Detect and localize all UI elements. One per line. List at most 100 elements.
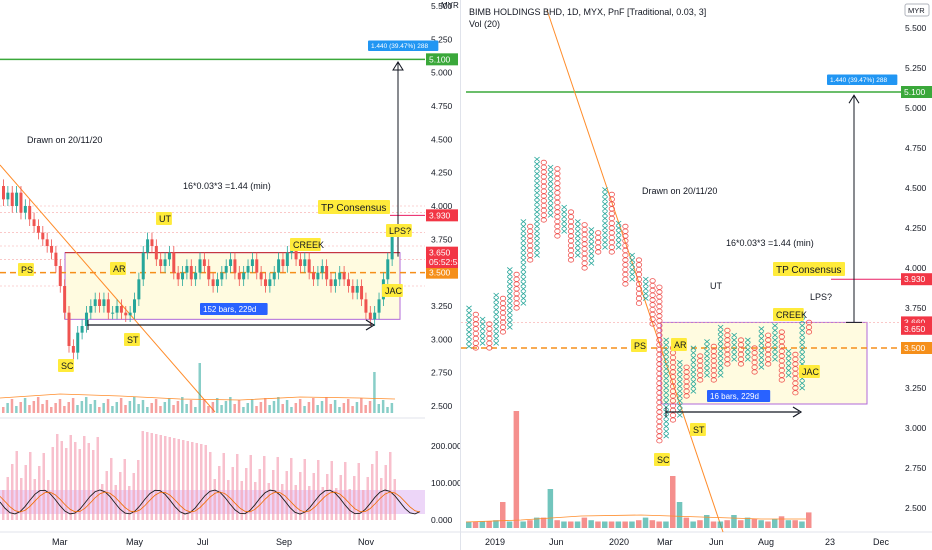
- left-chart-panel[interactable]: 5.500 5.250 5.000 4.750 4.500 4.250 4.000 3.750…: [0, 0, 461, 550]
- pnf-o: [554, 233, 561, 239]
- volume-bar: [731, 515, 737, 528]
- osc-bar: [173, 438, 176, 520]
- tp-tag: 3.930: [904, 274, 926, 284]
- creek-label-bg: [773, 308, 804, 321]
- volume-bar: [724, 520, 730, 528]
- pnf-x: [561, 209, 568, 215]
- pnf-x: [676, 388, 683, 394]
- candle: [189, 266, 193, 280]
- pnf-x: [785, 348, 792, 354]
- pnf-o: [554, 180, 561, 186]
- pnf-o: [527, 238, 534, 244]
- pnf-o: [649, 292, 656, 298]
- candle: [67, 312, 71, 346]
- pnf-o: [554, 199, 561, 205]
- volume-bar: [198, 363, 201, 413]
- pnf-x: [676, 398, 683, 404]
- osc-bar: [290, 458, 293, 520]
- pnf-x: [690, 379, 697, 385]
- ut-label: UT: [710, 281, 722, 291]
- volume-bar: [255, 406, 258, 413]
- pnf-x: [493, 307, 500, 313]
- volume-bar: [778, 516, 785, 528]
- volume-bar: [554, 520, 560, 528]
- osc-bar: [114, 485, 117, 520]
- volume-bar: [146, 407, 149, 413]
- volume-bar: [128, 401, 132, 413]
- pnf-o: [513, 281, 520, 287]
- pnf-o: [608, 230, 615, 236]
- right-chart-panel[interactable]: 5.500 5.250 5.000 4.750 4.500 4.250 4.000 3.750…: [461, 0, 932, 550]
- pnf-x: [799, 351, 806, 357]
- osc-bar: [65, 448, 68, 520]
- pnf-x: [690, 355, 697, 361]
- pnf-o: [472, 311, 479, 317]
- pnf-x: [772, 323, 778, 329]
- pnf-x: [602, 201, 608, 207]
- osc-bar: [132, 473, 135, 520]
- pnf-o: [513, 305, 520, 311]
- pnf-x: [629, 271, 636, 277]
- pnf-o: [608, 235, 615, 241]
- candle: [307, 259, 311, 273]
- volume-bar: [710, 521, 717, 528]
- volume-bar: [176, 401, 180, 413]
- pnf-x: [534, 204, 540, 210]
- pnf-x: [506, 305, 513, 311]
- ar-label-bg: [110, 262, 126, 275]
- date-tick: 2019: [485, 537, 505, 547]
- pnf-o: [635, 295, 643, 301]
- volume-bar: [303, 406, 306, 413]
- candle: [211, 279, 215, 286]
- pnf-x: [690, 364, 697, 370]
- pnf-x: [602, 235, 608, 241]
- volume-bar: [629, 521, 635, 528]
- pnf-x: [615, 235, 622, 241]
- candle: [172, 252, 176, 273]
- price-tick: 5.500: [431, 1, 453, 11]
- volume-bar: [237, 400, 241, 413]
- pnf-o: [792, 351, 799, 357]
- pnf-o: [540, 212, 547, 218]
- pnf-o: [527, 247, 534, 253]
- pnf-x: [799, 356, 806, 362]
- sc-label-bg: [654, 453, 670, 466]
- osc-bar: [384, 465, 387, 520]
- volume-bar: [264, 398, 267, 413]
- osc-tick: 0.000: [431, 515, 453, 525]
- pnf-x: [547, 179, 554, 185]
- candle: [41, 232, 45, 240]
- candle: [233, 259, 237, 273]
- pnf-x: [663, 375, 670, 381]
- volume-bar: [547, 489, 554, 528]
- pnf-o: [513, 300, 520, 306]
- pnf-o: [656, 289, 663, 295]
- pnf-o: [540, 203, 547, 209]
- pnf-x: [717, 367, 724, 373]
- pnf-x: [588, 246, 595, 252]
- pnf-o: [472, 326, 479, 332]
- pnf-o: [567, 219, 575, 225]
- candle: [50, 246, 54, 253]
- pnf-x: [534, 228, 540, 234]
- pnf-o: [554, 190, 561, 196]
- pnf-o: [622, 252, 629, 258]
- pnf-o: [581, 231, 588, 237]
- candle: [333, 279, 337, 286]
- price-tick: 5.250: [431, 34, 453, 44]
- candlestick-chart[interactable]: 5.500 5.250 5.000 4.750 4.500 4.250 4.000 3.750…: [0, 0, 460, 550]
- pnf-o: [635, 300, 643, 306]
- candle: [215, 279, 219, 286]
- date-tick: May: [126, 537, 144, 547]
- pnf-x: [547, 198, 554, 204]
- pnf-o: [649, 302, 656, 308]
- pnf-x: [676, 393, 683, 399]
- osc-bar: [69, 435, 72, 520]
- pnf-x: [534, 238, 540, 244]
- osc-bar: [137, 460, 140, 520]
- pnf-o: [527, 243, 534, 249]
- pnf-x: [704, 358, 710, 364]
- pnf-chart[interactable]: 5.500 5.250 5.000 4.750 4.500 4.250 4.000 3.750…: [461, 0, 932, 550]
- pnf-x: [704, 343, 710, 349]
- pnf-x: [574, 223, 581, 229]
